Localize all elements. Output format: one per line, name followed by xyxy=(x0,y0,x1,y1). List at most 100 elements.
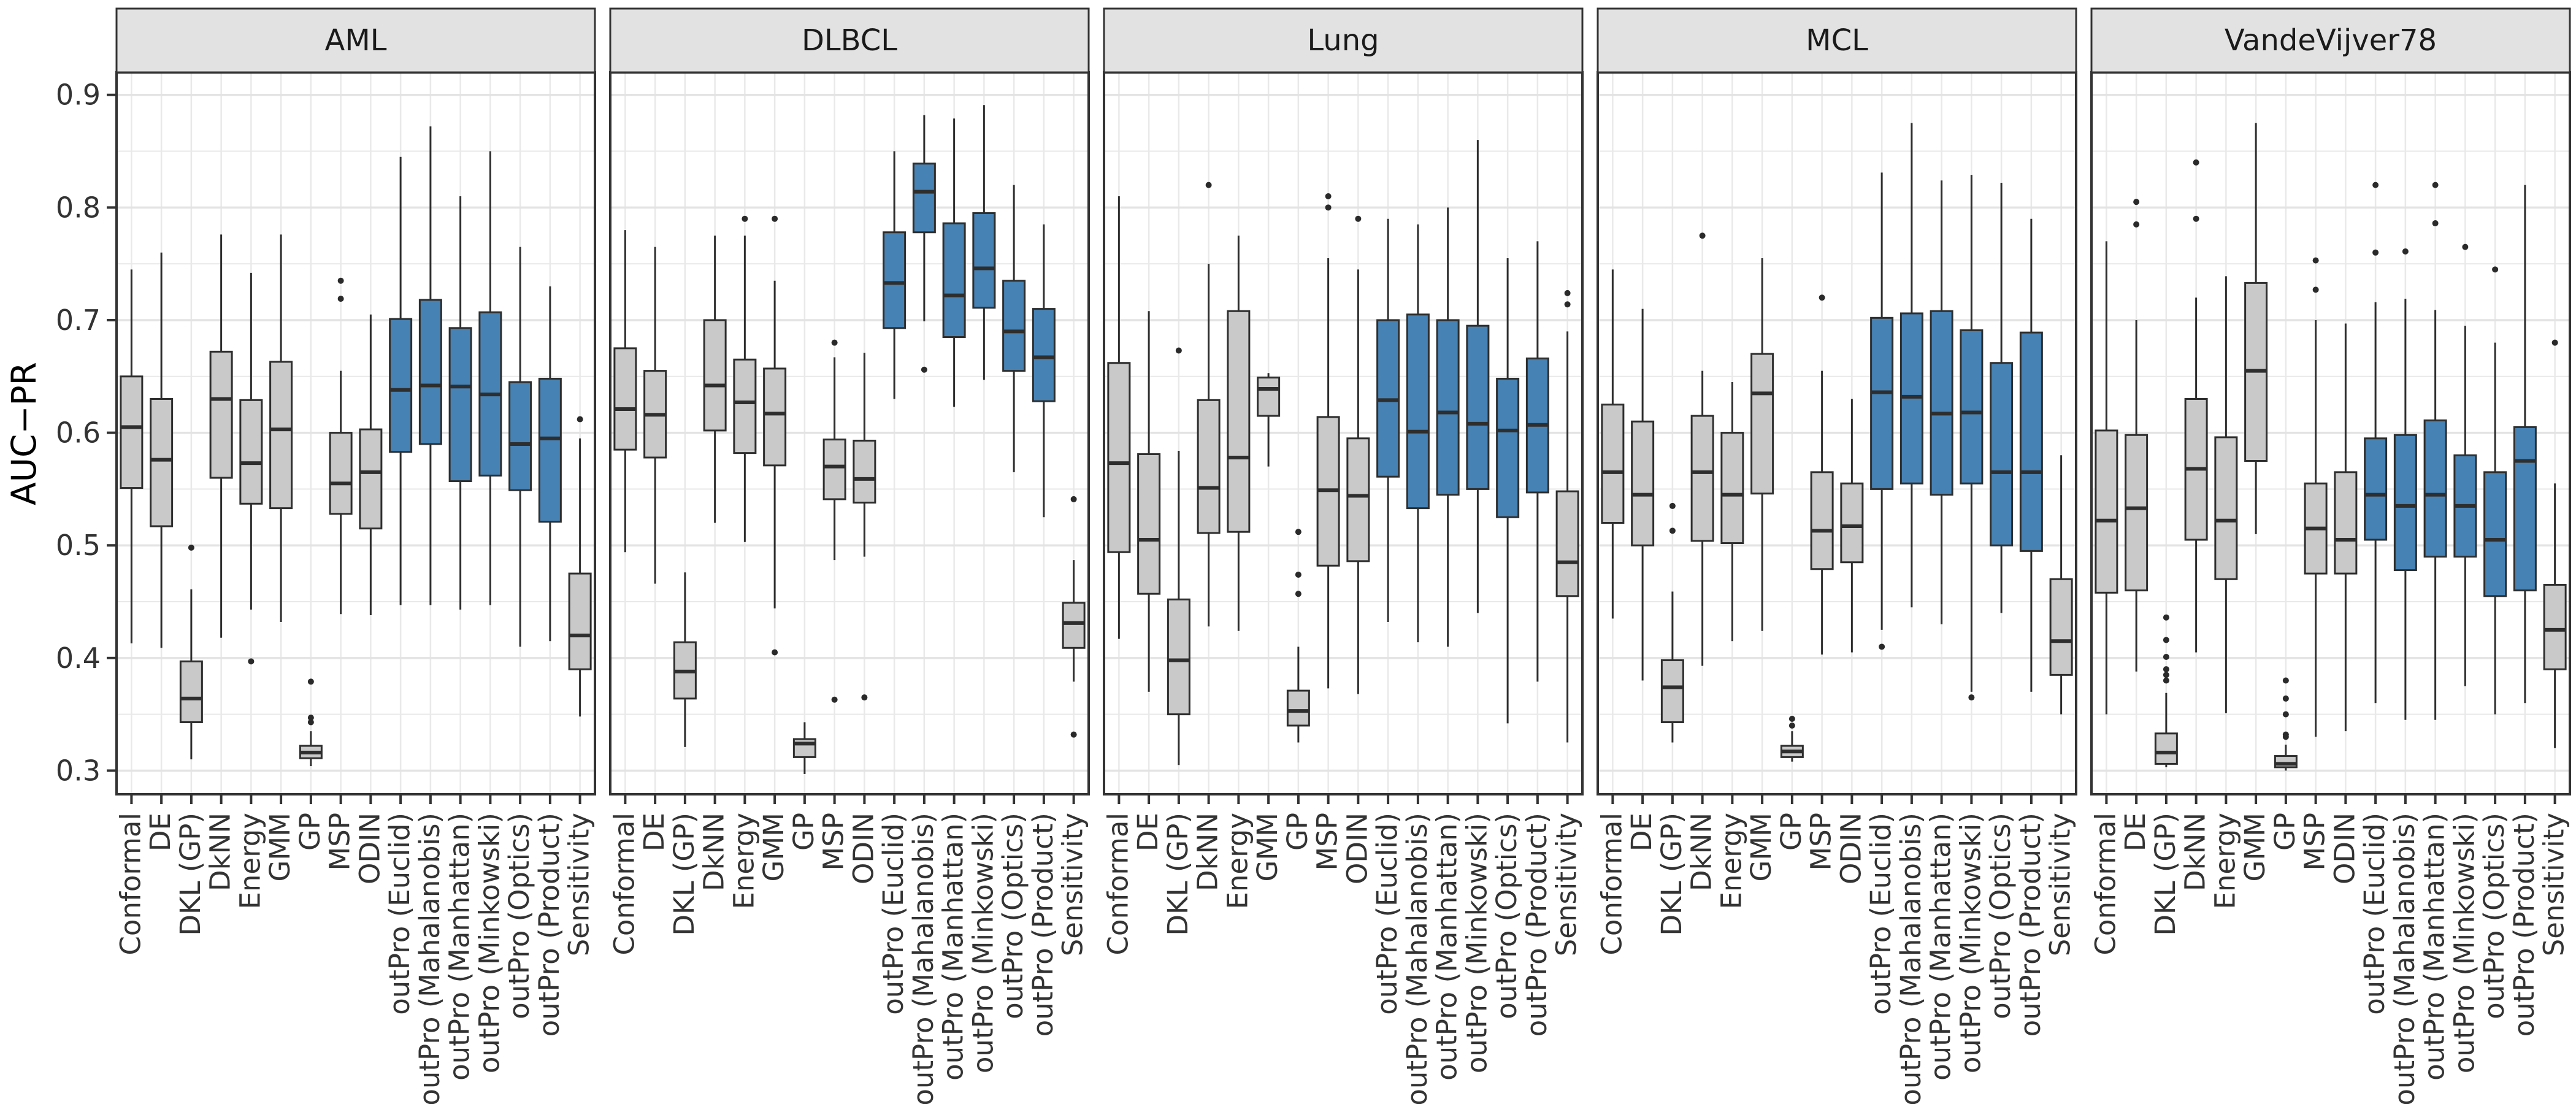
outlier-dot xyxy=(1325,204,1332,211)
x-tick-label: Sensitivity xyxy=(563,813,596,956)
boxplot-AML-DE xyxy=(150,252,174,648)
boxplot-MCL-GP xyxy=(1780,715,1804,762)
box-iqr xyxy=(1406,313,1430,510)
outlier-dot xyxy=(248,658,255,665)
box-iqr xyxy=(179,660,203,723)
x-tick-label: outPro (Euclid) xyxy=(877,813,910,1015)
box-iqr xyxy=(2214,436,2238,580)
boxplot-VandeVijver78-outPro (Euclid) xyxy=(2364,182,2388,703)
box-iqr xyxy=(2095,429,2118,594)
boxplot-VandeVijver78-DkNN xyxy=(2184,159,2208,653)
boxplot-MCL-ODIN xyxy=(1840,399,1864,653)
box-iqr xyxy=(150,397,174,527)
x-tick-label: outPro (Minkowski) xyxy=(1954,813,1987,1073)
boxplot-DLBCL-outPro (Euclid) xyxy=(883,151,907,399)
box-iqr xyxy=(1197,399,1221,534)
outlier-dot xyxy=(2163,677,2169,684)
x-tick-label: GP xyxy=(788,813,820,851)
outlier-dot xyxy=(337,277,344,284)
x-tick-label: Conformal xyxy=(114,813,147,955)
boxplot-VandeVijver78-Energy xyxy=(2214,276,2238,713)
box-iqr xyxy=(1227,310,1251,533)
boxplot-VandeVijver78-MSP xyxy=(2304,257,2328,737)
box-iqr xyxy=(1810,471,1834,570)
x-tick-label: outPro (Manhattan) xyxy=(937,813,970,1081)
x-tick-label: GMM xyxy=(1745,813,1777,882)
outlier-dot xyxy=(1564,289,1571,296)
x-tick-label: outPro (Mahalanobis) xyxy=(1401,813,1433,1104)
x-tick-label: outPro (Euclid) xyxy=(1865,813,1897,1015)
box-iqr xyxy=(1286,689,1310,727)
boxplot-Lung-outPro (Product) xyxy=(1525,241,1549,682)
outlier-dot xyxy=(2163,614,2169,621)
outlier-dot xyxy=(307,719,314,726)
boxplot-AML-MSP xyxy=(329,277,353,615)
x-tick-label: outPro (Minkowski) xyxy=(473,813,505,1073)
boxplot-VandeVijver78-Sensitivity xyxy=(2543,339,2567,748)
facet-strip-label: MCL xyxy=(1806,23,1868,58)
box-iqr xyxy=(1107,362,1131,553)
facet-strip xyxy=(1597,7,2077,74)
outlier-dot xyxy=(2163,637,2169,643)
outlier-dot xyxy=(2372,249,2379,256)
boxplot-Lung-DKL (GP) xyxy=(1167,347,1190,765)
box-iqr xyxy=(883,231,907,329)
box-iqr xyxy=(2364,437,2388,541)
x-tick-label: Sensitivity xyxy=(2044,813,2077,956)
facet-strip-label: Lung xyxy=(1307,23,1379,58)
x-tick-label: GP xyxy=(1281,813,1314,851)
x-tick-label: GP xyxy=(294,813,326,851)
boxplot-MCL-GMM xyxy=(1750,258,1774,631)
outlier-dot xyxy=(1205,182,1212,188)
box-iqr xyxy=(703,319,727,432)
boxplot-Lung-MSP xyxy=(1316,193,1340,689)
outlier-dot xyxy=(1070,731,1077,738)
x-tick-label: Conformal xyxy=(2089,813,2122,955)
x-tick-label: ODIN xyxy=(353,813,386,884)
outlier-dot xyxy=(2193,215,2199,222)
box-iqr xyxy=(2334,471,2358,575)
x-tick-label: outPro (Manhattan) xyxy=(1431,813,1463,1081)
outlier-dot xyxy=(1699,232,1706,239)
facet-strip xyxy=(609,7,1090,74)
box-iqr xyxy=(389,318,413,453)
boxplot-MCL-outPro (Optics) xyxy=(1990,182,2014,613)
x-tick-label: Energy xyxy=(234,813,266,910)
boxplot-AML-Conformal xyxy=(120,269,144,643)
box-iqr xyxy=(239,399,263,505)
x-tick-label: outPro (Euclid) xyxy=(1371,813,1403,1015)
boxplot-MCL-outPro (Product) xyxy=(2019,218,2043,692)
outlier-dot xyxy=(307,715,314,721)
boxplot-MCL-outPro (Minkowski) xyxy=(1960,175,1984,701)
boxplot-VandeVijver78-ODIN xyxy=(2334,323,2358,732)
boxplot-DLBCL-outPro (Minkowski) xyxy=(972,105,996,380)
box-iqr xyxy=(448,327,472,483)
y-tick-label: 0.3 xyxy=(56,754,101,787)
x-tick-label: outPro (Minkowski) xyxy=(1460,813,1493,1073)
boxplot-AML-GP xyxy=(299,678,323,767)
x-tick-label: MSP xyxy=(1311,813,1344,871)
x-tick-label: DE xyxy=(1132,813,1164,851)
outlier-dot xyxy=(831,339,838,346)
outlier-dot xyxy=(831,696,838,703)
outlier-dot xyxy=(2163,672,2169,678)
box-iqr xyxy=(1496,377,1520,518)
boxplot-AML-outPro (Product) xyxy=(538,286,562,642)
outlier-dot xyxy=(1669,527,1676,534)
x-tick-label: DE xyxy=(638,813,670,851)
outlier-dot xyxy=(307,678,314,685)
box-iqr xyxy=(822,439,846,500)
x-tick-label: outPro (Optics) xyxy=(503,813,535,1019)
outlier-dot xyxy=(1669,502,1676,509)
boxplot-MCL-DE xyxy=(1631,309,1655,681)
box-iqr xyxy=(1062,602,1086,649)
x-tick-label: outPro (Optics) xyxy=(997,813,1029,1019)
box-iqr xyxy=(613,347,637,451)
boxplot-DLBCL-outPro (Mahalanobis) xyxy=(912,115,936,373)
y-tick-label: 0.7 xyxy=(56,304,101,337)
box-iqr xyxy=(1137,453,1161,595)
